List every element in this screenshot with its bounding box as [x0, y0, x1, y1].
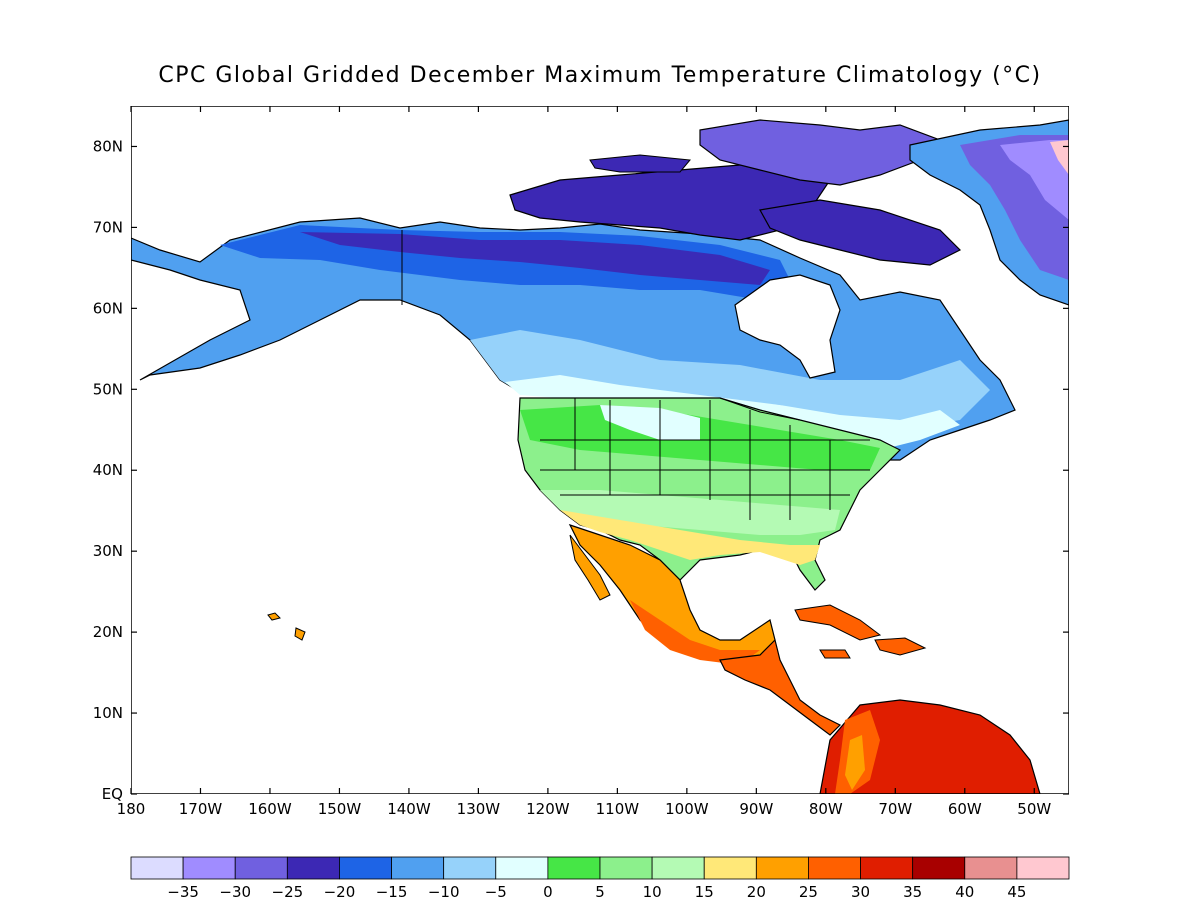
colorbar-swatch — [182, 856, 236, 880]
colorbar-label: 45 — [1007, 883, 1026, 900]
arctic-islands — [509, 119, 962, 266]
colorbar-swatch — [755, 856, 809, 880]
south-america — [819, 699, 1041, 794]
colorbar-swatch — [130, 856, 184, 880]
colorbar-swatch — [599, 856, 653, 880]
lat-tick-label: 70N — [93, 218, 123, 236]
colorbar-swatch — [1016, 856, 1070, 880]
colorbar-swatch — [964, 856, 1018, 880]
hawaii — [267, 612, 306, 641]
lon-tick-label: 160W — [248, 800, 292, 818]
colorbar-label: −25 — [272, 883, 304, 900]
colorbar-swatch — [703, 856, 757, 880]
lat-tick-label: 20N — [93, 623, 123, 641]
colorbar-label: 10 — [643, 883, 662, 900]
lon-tick-label: 150W — [318, 800, 362, 818]
lon-tick-label: 110W — [596, 800, 640, 818]
colorbar-label: 20 — [747, 883, 766, 900]
colorbar-swatch — [651, 856, 705, 880]
central-america — [719, 638, 842, 736]
colorbar-label: 30 — [851, 883, 870, 900]
colorbar-swatch — [234, 856, 288, 880]
lat-tick-label: 60N — [93, 299, 123, 317]
lat-tick-label: 80N — [93, 137, 123, 155]
colorbar-swatch — [391, 856, 445, 880]
lat-tick-label: EQ — [102, 785, 123, 803]
lon-tick-label: 70W — [878, 800, 912, 818]
lon-tick-label: 170W — [179, 800, 223, 818]
lon-tick-label: 180 — [117, 800, 146, 818]
colorbar-label: 5 — [595, 883, 605, 900]
colorbar-label: −15 — [376, 883, 408, 900]
lat-tick-label: 40N — [93, 461, 123, 479]
figure-title: CPC Global Gridded December Maximum Temp… — [158, 63, 1041, 88]
map-axes: 180 170W 160W 150W 140W 130W 120W 110W 100W 90W 80… — [93, 106, 1069, 818]
colorbar: −35 −30 −25 −20 −15 −10 −5 0 5 10 15 20 25 30 35 40 45 — [130, 856, 1070, 900]
colorbar-swatch — [912, 856, 966, 880]
lat-tick-label: 10N — [93, 704, 123, 722]
colorbar-swatch — [495, 856, 549, 880]
colorbar-label: 40 — [955, 883, 974, 900]
colorbar-label: 0 — [543, 883, 553, 900]
colorbar-label: −5 — [485, 883, 507, 900]
lon-tick-label: 140W — [387, 800, 431, 818]
lon-tick-label: 100W — [665, 800, 709, 818]
lon-tick-label: 130W — [457, 800, 501, 818]
lon-tick-label: 120W — [526, 800, 570, 818]
colorbar-swatch — [547, 856, 601, 880]
hudson-bay — [734, 274, 841, 379]
lon-tick-label: 90W — [739, 800, 773, 818]
colorbar-swatch — [286, 856, 340, 880]
colorbar-label: 35 — [903, 883, 922, 900]
lat-tick-label: 30N — [93, 542, 123, 560]
lat-tick-label: 50N — [93, 380, 123, 398]
colorbar-label: 15 — [695, 883, 714, 900]
caribbean-islands — [794, 604, 927, 659]
colorbar-label: −30 — [219, 883, 251, 900]
colorbar-label: −10 — [428, 883, 460, 900]
colorbar-swatch — [860, 856, 914, 880]
colorbar-label: 25 — [799, 883, 818, 900]
colorbar-swatch — [339, 856, 392, 880]
map-area — [131, 106, 1069, 794]
colorbar-swatch — [808, 856, 861, 880]
political-boundaries — [401, 230, 870, 520]
lon-tick-label: 60W — [948, 800, 982, 818]
lon-tick-label: 80W — [809, 800, 843, 818]
greenland — [909, 119, 1069, 306]
colorbar-label: −35 — [167, 883, 199, 900]
lon-tick-label: 50W — [1017, 800, 1051, 818]
colorbar-label: −20 — [324, 883, 356, 900]
colorbar-swatch — [443, 856, 497, 880]
